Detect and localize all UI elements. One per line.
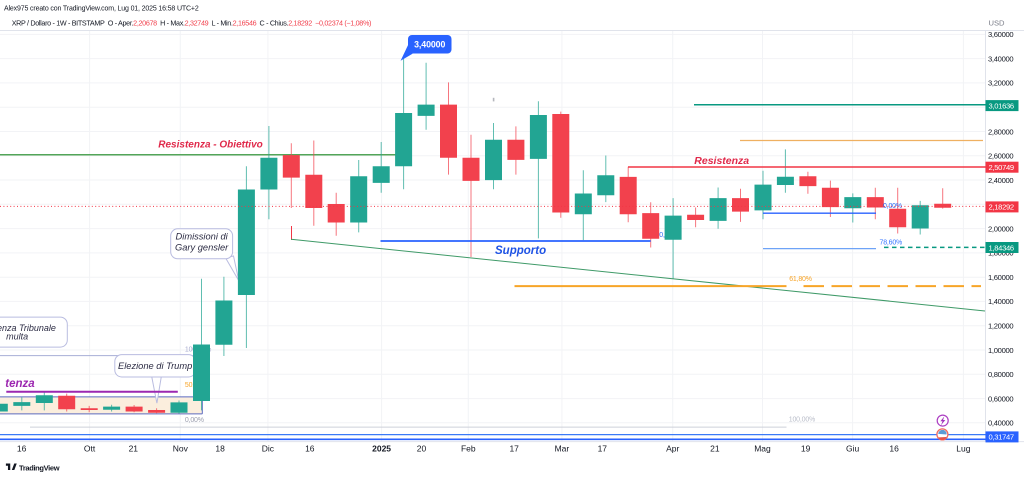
svg-text:Supporto: Supporto: [495, 245, 546, 257]
svg-text:3,01636: 3,01636: [989, 101, 1014, 110]
svg-text:USD: USD: [989, 18, 1006, 27]
svg-text:3,60000: 3,60000: [988, 30, 1013, 39]
svg-text:2,60000: 2,60000: [988, 152, 1013, 161]
svg-text:100,00%: 100,00%: [789, 416, 815, 423]
svg-text:16: 16: [305, 443, 315, 453]
svg-text:Mar: Mar: [555, 443, 570, 453]
svg-text:TradingView: TradingView: [19, 464, 60, 473]
svg-text:Sentenza Tribunale: Sentenza Tribunale: [0, 323, 56, 333]
svg-text:1,84346: 1,84346: [989, 243, 1014, 252]
svg-text:XRP / Dollaro - 1W - BITSTAMP: XRP / Dollaro - 1W - BITSTAMP O - Aper.2…: [12, 18, 371, 27]
svg-text:tenza: tenza: [5, 378, 35, 390]
svg-text:16: 16: [17, 443, 27, 453]
svg-text:2,40000: 2,40000: [988, 176, 1013, 185]
svg-text:multa: multa: [6, 332, 28, 342]
svg-text:17: 17: [509, 443, 519, 453]
svg-text:Mag: Mag: [754, 443, 771, 453]
svg-text:0,40000: 0,40000: [988, 419, 1013, 428]
svg-text:Apr: Apr: [666, 443, 679, 453]
svg-text:3,20000: 3,20000: [988, 79, 1013, 88]
svg-text:19: 19: [801, 443, 811, 453]
svg-text:0,00%: 0,00%: [883, 203, 902, 210]
svg-text:1,20000: 1,20000: [988, 322, 1013, 331]
svg-text:Alex975 creato con TradingView: Alex975 creato con TradingView.com, Lug …: [4, 6, 199, 13]
svg-text:Lug: Lug: [956, 443, 970, 453]
svg-text:21: 21: [129, 443, 139, 453]
svg-text:2,00000: 2,00000: [988, 224, 1013, 233]
svg-text:61,80%: 61,80%: [789, 276, 812, 283]
svg-text:3,40000: 3,40000: [414, 39, 445, 49]
svg-text:1,80000: 1,80000: [988, 249, 1013, 258]
svg-text:1,60000: 1,60000: [988, 273, 1013, 282]
svg-text:2,80000: 2,80000: [988, 127, 1013, 136]
svg-text:Resistenza - Obiettivo: Resistenza - Obiettivo: [158, 140, 262, 151]
svg-text:0,00%: 0,00%: [185, 417, 204, 424]
svg-text:Gary gensler: Gary gensler: [175, 243, 229, 253]
svg-text:21: 21: [710, 443, 720, 453]
svg-text:Dimissioni di: Dimissioni di: [176, 232, 229, 242]
svg-text:0,80000: 0,80000: [988, 370, 1013, 379]
svg-text:0,31747: 0,31747: [989, 433, 1014, 442]
svg-text:16: 16: [889, 443, 899, 453]
svg-text:Dic: Dic: [262, 443, 275, 453]
svg-text:1,00000: 1,00000: [988, 346, 1013, 355]
svg-text:Resistenza: Resistenza: [694, 155, 749, 167]
svg-text:78,60%: 78,60%: [880, 240, 903, 247]
svg-text:3,40000: 3,40000: [988, 54, 1013, 63]
svg-text:Ott: Ott: [84, 443, 96, 453]
svg-text:Giu: Giu: [846, 443, 860, 453]
svg-text:Feb: Feb: [461, 443, 476, 453]
svg-text:18: 18: [215, 443, 225, 453]
svg-text:2025: 2025: [372, 443, 391, 453]
svg-text:2,50749: 2,50749: [989, 163, 1014, 172]
svg-text:2,18292: 2,18292: [989, 203, 1014, 212]
svg-text:Elezione di Trump: Elezione di Trump: [118, 361, 192, 371]
svg-text:1,40000: 1,40000: [988, 297, 1013, 306]
svg-text:0,60000: 0,60000: [988, 394, 1013, 403]
svg-text:17: 17: [598, 443, 608, 453]
svg-text:Nov: Nov: [173, 443, 189, 453]
svg-text:20: 20: [417, 443, 427, 453]
